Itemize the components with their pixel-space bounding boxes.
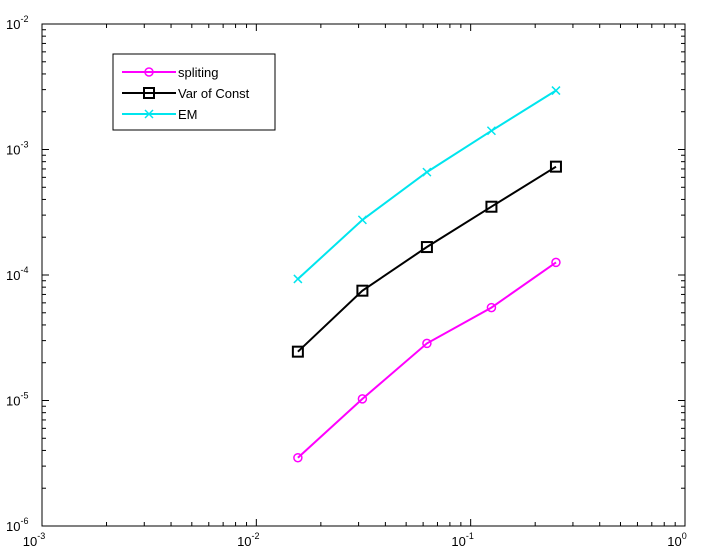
y-tick-label: 10-5 (6, 391, 28, 409)
series-2 (293, 86, 561, 284)
data-point (551, 257, 561, 268)
data-point (420, 241, 433, 254)
data-point (422, 338, 432, 349)
legend: spliting Var of Const EM (112, 53, 276, 131)
series-0 (293, 257, 561, 463)
data-point (486, 126, 496, 136)
data-series (291, 86, 562, 463)
x-tick-label: 100 (667, 531, 686, 549)
legend-label: EM (178, 107, 198, 122)
data-point (422, 167, 432, 177)
series-line (297, 89, 557, 280)
plot-area (41, 23, 686, 527)
legend-entry: spliting (122, 65, 218, 80)
legend-entry: EM (122, 107, 198, 122)
legend-marker (143, 87, 155, 99)
data-point (293, 274, 303, 284)
y-tick-label: 10-4 (6, 265, 28, 283)
series-1 (291, 160, 562, 358)
y-tick-label: 10-3 (6, 140, 28, 158)
x-tick-label: 10-2 (237, 531, 259, 549)
x-tick-label: 10-3 (23, 531, 45, 549)
data-point (357, 215, 367, 225)
y-tick-label: 10-6 (6, 516, 28, 534)
tick-labels: 10-3 10-2 10-1 100 10-6 10-5 10-4 10-3 10-2 (6, 14, 687, 549)
data-point (551, 86, 561, 96)
legend-label: spliting (178, 65, 218, 80)
legend-label: Var of Const (178, 86, 250, 101)
legend-entry: Var of Const (122, 86, 250, 101)
data-point (485, 200, 498, 213)
x-tick-label: 10-1 (451, 531, 473, 549)
data-point (356, 284, 369, 297)
data-point (291, 345, 304, 358)
axis-ticks (41, 23, 686, 527)
data-point (549, 160, 562, 173)
data-point (293, 452, 303, 463)
legend-marker (144, 109, 154, 119)
data-point (357, 394, 368, 404)
series-line (297, 165, 557, 353)
y-tick-label: 10-2 (6, 14, 28, 32)
legend-marker (144, 67, 154, 77)
data-point (486, 302, 497, 313)
legend-entries: spliting Var of Const EM (122, 65, 250, 122)
series-line (297, 261, 557, 459)
